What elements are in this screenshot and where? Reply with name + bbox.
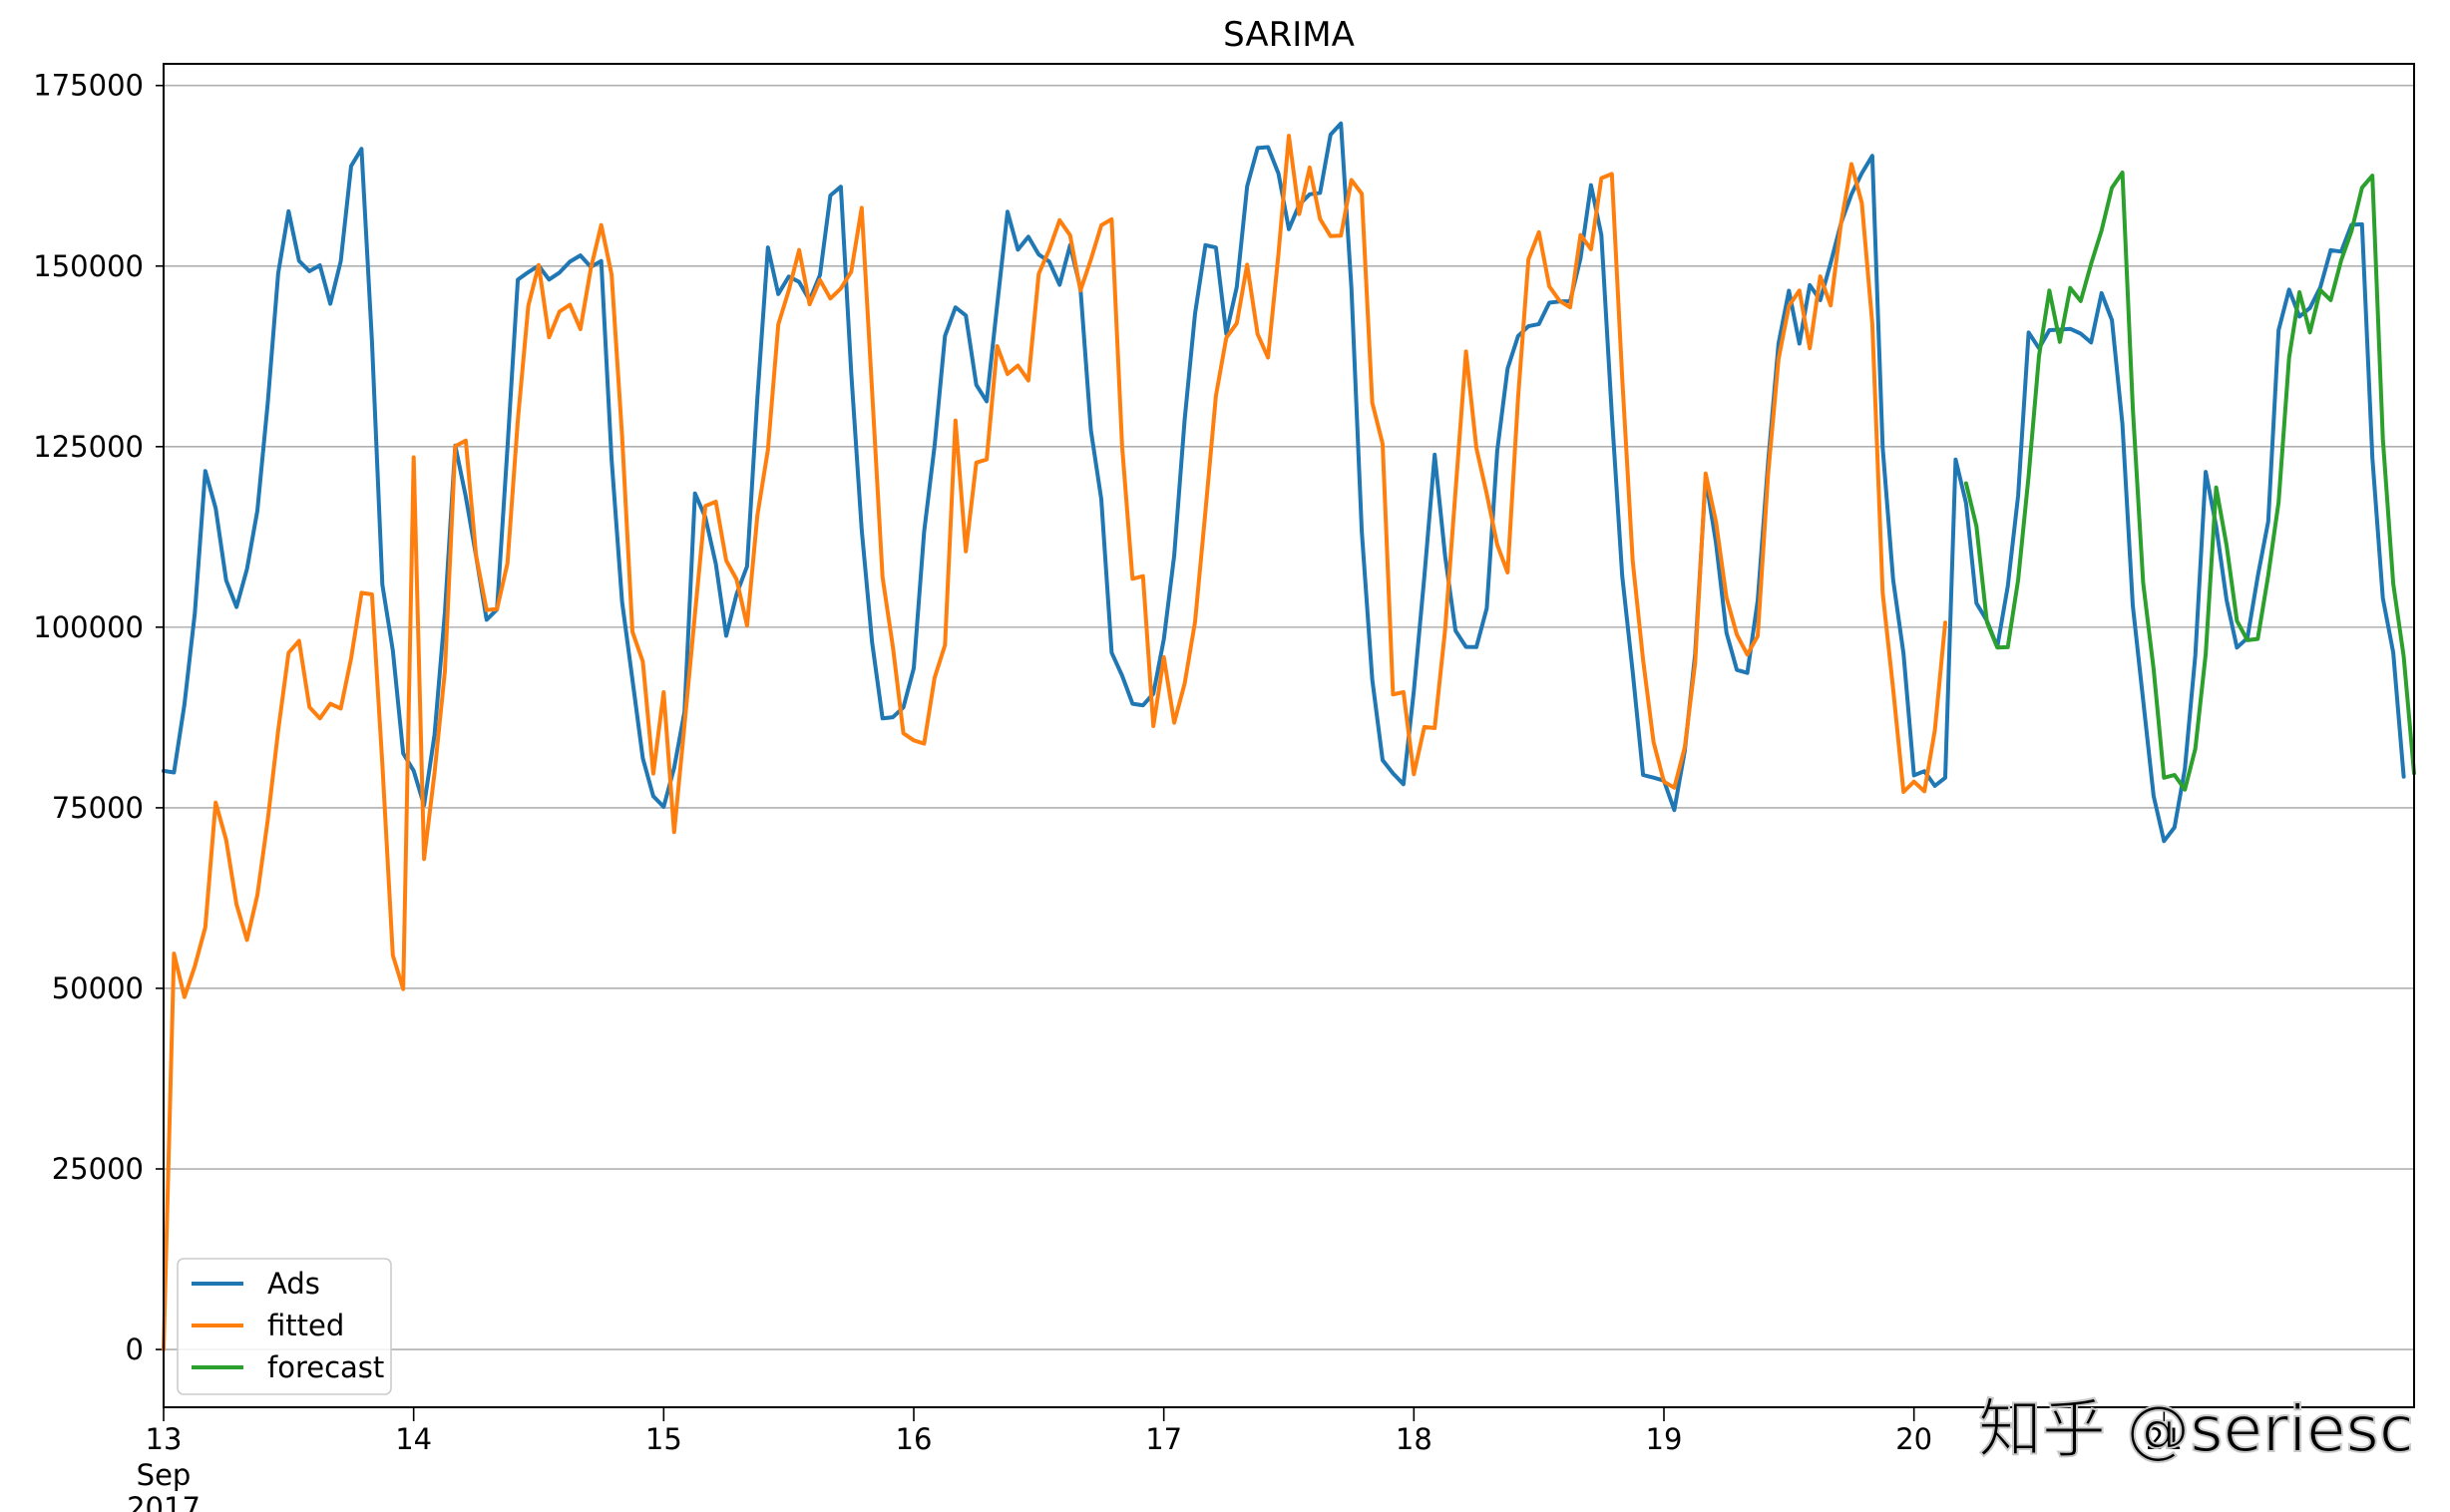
x-tick-label: 15: [645, 1422, 682, 1456]
x-tick-sublabel: 2017: [127, 1491, 201, 1512]
x-tick-sublabel: Sep: [137, 1458, 192, 1492]
y-tick-label: 175000: [33, 69, 144, 103]
y-axis: 0 25000 50000 75000 100000 125000 150000 175000: [33, 69, 164, 1366]
legend-box: [177, 1258, 392, 1395]
y-tick-label: 50000: [52, 971, 144, 1005]
legend-label-fitted: fitted: [267, 1309, 344, 1342]
series-line-fitted: [162, 134, 1947, 1352]
y-tick-label: 125000: [33, 430, 144, 464]
legend: Ads fitted forecast: [177, 1258, 392, 1395]
x-tick-label: 17: [1145, 1422, 1182, 1456]
y-tick-label: 0: [126, 1332, 144, 1366]
legend-label-forecast: forecast: [267, 1350, 384, 1384]
plot-frame: [163, 63, 2415, 1408]
x-tick-label: 20: [1895, 1422, 1932, 1456]
y-tick-label: 75000: [52, 791, 144, 825]
x-tick-label: 16: [896, 1422, 933, 1456]
x-tick-label: 13: [146, 1422, 183, 1456]
series-line-forecast: [1963, 171, 2416, 792]
x-tick-label: 19: [1646, 1422, 1683, 1456]
x-tick-label: 18: [1396, 1422, 1432, 1456]
y-tick-label: 100000: [33, 610, 144, 644]
x-tick-label: 14: [395, 1422, 432, 1456]
legend-label-Ads: Ads: [267, 1267, 320, 1301]
y-tick-label: 25000: [52, 1152, 144, 1186]
plot-lines: [162, 121, 2416, 1352]
watermark: 知乎 @seriesc: [1978, 1393, 2414, 1467]
y-gridlines: [164, 84, 2414, 1350]
y-tick-label: 150000: [33, 249, 144, 283]
x-tick-label: 21: [2146, 1422, 2183, 1456]
chart-title: SARIMA: [1223, 15, 1355, 55]
